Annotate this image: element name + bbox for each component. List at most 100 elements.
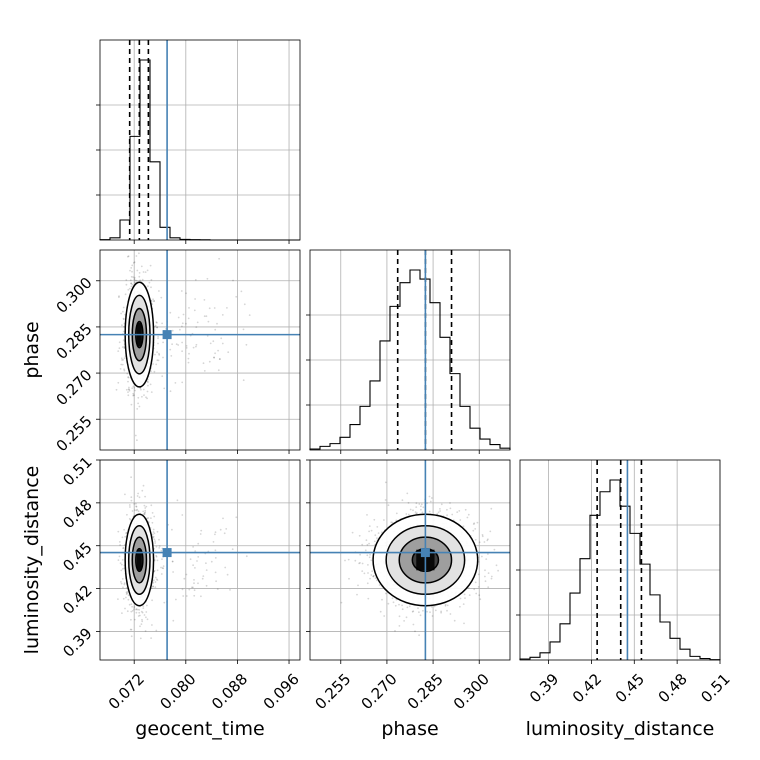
sample-point [156,326,159,329]
sample-point [150,517,152,519]
sample-point [148,281,151,284]
sample-point [185,595,188,597]
sample-point [135,255,138,257]
sample-point [128,504,131,506]
sample-point [361,570,364,572]
sample-point [138,275,141,278]
sample-point [405,513,408,515]
sample-point [420,505,422,508]
sample-point [415,502,418,505]
sample-point [135,509,138,512]
sample-point [209,342,212,345]
sample-point [478,541,481,544]
sample-point [187,317,190,320]
sample-point [483,541,486,543]
sample-point [203,370,206,372]
scatter-geocent_time-phase-border [99,249,301,451]
sample-point [392,601,395,604]
sample-point [145,396,147,399]
sample-point [497,569,499,572]
sample-point [429,611,431,614]
sample-point [351,531,354,534]
sample-point [428,495,431,498]
sample-point [153,300,156,302]
scatter-geocent_time-luminosity_distance-border [99,459,301,661]
sample-point [401,499,404,502]
sample-point [472,529,475,532]
sample-point [242,328,245,331]
sample-point [141,278,144,281]
sample-point [142,271,145,273]
sample-point [372,575,375,578]
sample-point [152,579,155,582]
sample-point [122,317,125,320]
sample-point [143,614,146,616]
contour-2 [131,536,148,584]
sample-point [128,517,131,520]
sample-point [122,597,125,600]
sample-point [478,594,481,597]
sample-point [161,375,164,378]
sample-point [433,605,436,608]
sample-point [150,300,153,302]
sample-point [474,528,477,530]
sample-point [193,309,196,312]
sample-point [127,394,130,397]
sample-point [373,574,375,577]
sample-point [154,324,157,327]
sample-point [197,556,200,558]
sample-point [140,265,143,268]
sample-point [374,577,377,580]
sample-point [194,279,197,281]
sample-point [231,548,234,551]
sample-point [156,359,159,362]
sample-point [205,315,208,318]
sample-point [151,521,154,524]
sample-point [150,370,152,373]
sample-point [144,495,147,498]
sample-point [137,396,140,399]
sample-point [130,275,133,278]
sample-point [143,512,146,515]
sample-point [130,496,133,499]
sample-point [155,321,158,324]
sample-point [123,528,125,531]
sample-point [242,379,245,382]
sample-point [368,556,371,559]
sample-point [172,619,175,622]
sample-point [224,566,227,569]
sample-point [368,525,371,527]
sample-point [118,347,121,350]
sample-point [123,582,126,585]
sample-point [124,535,127,538]
sample-point [127,376,130,378]
sample-point [412,610,415,612]
sample-point [144,509,147,512]
sample-point [146,269,149,272]
sample-point [142,484,145,487]
sample-point [171,343,174,346]
sample-point [368,530,370,533]
sample-point [163,601,166,604]
sample-point [245,555,248,558]
hist-geocent_time-background [100,40,300,240]
sample-point [156,351,159,353]
hist-panel-geocent_time [96,39,301,241]
sample-point [130,403,133,406]
sample-point [156,559,159,562]
sample-point [169,348,172,351]
sample-point [147,285,149,288]
sample-point [414,630,416,633]
sample-point [135,502,137,505]
sample-point [120,357,123,360]
sample-point [130,282,133,285]
sample-point [127,391,129,393]
sample-point [117,598,119,600]
sample-point [476,521,479,524]
sample-point [477,573,480,576]
sample-point [140,388,142,391]
sample-point [122,547,124,550]
sample-point [490,577,493,580]
sample-point [135,608,138,611]
sample-point [185,292,188,295]
